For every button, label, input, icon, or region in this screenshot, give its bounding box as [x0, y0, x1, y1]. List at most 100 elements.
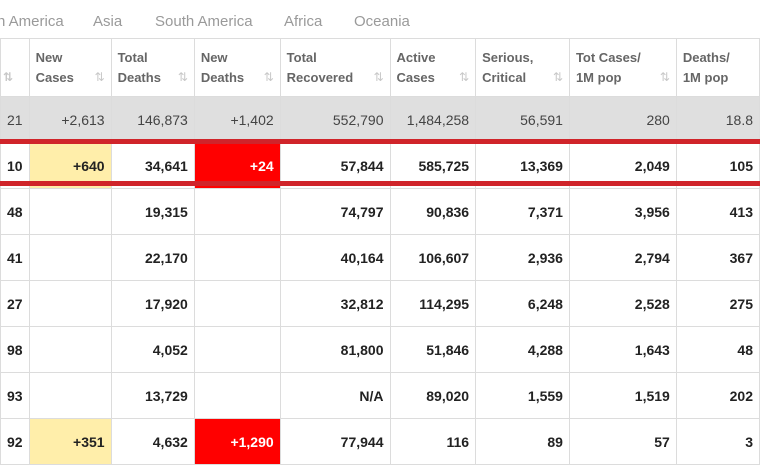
total-row: 21 +2,613 146,873 +1,402 552,790 1,484,2… [0, 96, 760, 143]
table-cell: 275 [675, 280, 760, 327]
table-cell: 89 [475, 418, 570, 465]
table-cell [193, 372, 281, 419]
table-cell: 552,790 [279, 96, 391, 143]
header-label: Total Recovered [286, 49, 354, 85]
table-cell [193, 234, 281, 281]
tab-africa[interactable]: Africa [284, 13, 323, 30]
table-cell: 81,800 [279, 326, 391, 373]
sort-icon[interactable]: ⇅ [263, 70, 274, 84]
table-cell [28, 188, 112, 235]
header-label: Tot Cases/ 1M pop [575, 49, 641, 85]
table-cell: 89,020 [389, 372, 477, 419]
table-cell: 18.8 [675, 96, 760, 143]
header-label: Total Deaths [117, 49, 161, 85]
header-label: New Cases [35, 49, 74, 85]
table-cell [193, 280, 281, 327]
table-cell: 114,295 [389, 280, 477, 327]
table-cell: 106,607 [389, 234, 477, 281]
sort-icon[interactable]: ⇅ [373, 70, 384, 84]
tab-asia[interactable]: Asia [93, 13, 123, 30]
table-cell: 3 [675, 418, 760, 465]
column-header-total-deaths[interactable]: Total Deaths ⇅ [110, 38, 195, 97]
table-row: 93 13,729 N/A 89,020 1,559 1,519 202 [0, 372, 760, 419]
header-label: Active Cases [396, 49, 436, 85]
table-cell: 21 [0, 96, 30, 143]
sort-icon[interactable]: ⇅ [94, 70, 105, 84]
table-cell: 27 [0, 280, 30, 327]
table-cell: 202 [675, 372, 760, 419]
table-cell: +1,290 [193, 418, 281, 465]
sort-icon[interactable]: ⇅ [552, 70, 563, 84]
table-header-row: ⇅ New Cases ⇅ Total Deaths ⇅ New Deaths ⇅ T… [0, 38, 760, 97]
table-cell: 19,315 [110, 188, 195, 235]
table-cell: 90,836 [389, 188, 477, 235]
table-cell: +2,613 [28, 96, 112, 143]
header-label: Deaths/ 1M pop [682, 49, 730, 85]
table-cell: 57 [568, 418, 677, 465]
column-header-total-recovered[interactable]: Total Recovered ⇅ [279, 38, 391, 97]
table-row: 27 17,920 32,812 114,295 6,248 2,528 275 [0, 280, 760, 327]
table-cell: 6,248 [475, 280, 570, 327]
column-header-partial[interactable]: ⇅ [0, 38, 30, 97]
table-cell: 48 [675, 326, 760, 373]
table-cell: 77,944 [279, 418, 391, 465]
sort-icon[interactable]: ⇅ [459, 70, 470, 84]
table-row: 98 4,052 81,800 51,846 4,288 1,643 48 [0, 326, 760, 373]
table-cell: 413 [675, 188, 760, 235]
table-cell [28, 234, 112, 281]
table-cell [28, 280, 112, 327]
column-header-new-deaths[interactable]: New Deaths ⇅ [193, 38, 281, 97]
header-label: Serious, Critical [482, 49, 534, 85]
column-header-tot-cases-per-1m[interactable]: Tot Cases/ 1M pop ⇅ [568, 38, 677, 97]
table-cell: 116 [389, 418, 477, 465]
table-row: 48 19,315 74,797 90,836 7,371 3,956 413 [0, 188, 760, 235]
table-row: 92 +351 4,632 +1,290 77,944 116 89 57 3 [0, 418, 760, 465]
table-cell: N/A [279, 372, 391, 419]
tab-south-america[interactable]: South America [155, 13, 253, 30]
table-cell: 4,052 [110, 326, 195, 373]
sort-icon[interactable]: ⇅ [659, 70, 670, 84]
table-cell: +351 [28, 418, 112, 465]
table-cell: 51,846 [389, 326, 477, 373]
sort-icon[interactable]: ⇅ [177, 70, 188, 84]
table-cell [193, 326, 281, 373]
table-cell: 2,936 [475, 234, 570, 281]
sort-icon[interactable]: ⇅ [3, 70, 14, 84]
column-header-serious-critical[interactable]: Serious, Critical ⇅ [475, 38, 570, 97]
table-cell: 4,288 [475, 326, 570, 373]
column-header-deaths-per-1m[interactable]: Deaths/ 1M pop [675, 38, 760, 97]
table-cell: 41 [0, 234, 30, 281]
table-cell: 74,797 [279, 188, 391, 235]
table-cell: 2,794 [568, 234, 677, 281]
table-cell: 146,873 [110, 96, 195, 143]
table-cell: 367 [675, 234, 760, 281]
table-cell [28, 372, 112, 419]
table-cell: 32,812 [279, 280, 391, 327]
column-header-active-cases[interactable]: Active Cases ⇅ [389, 38, 477, 97]
table-cell: 40,164 [279, 234, 391, 281]
highlight-line-top [0, 139, 760, 144]
table-cell: 7,371 [475, 188, 570, 235]
tab-north-america[interactable]: n America [0, 13, 64, 30]
table-cell: +1,402 [193, 96, 281, 143]
table-cell: 4,632 [110, 418, 195, 465]
table-cell: 92 [0, 418, 30, 465]
table-cell: 1,559 [475, 372, 570, 419]
table-cell: 93 [0, 372, 30, 419]
table-cell: 1,484,258 [389, 96, 477, 143]
table-cell: 22,170 [110, 234, 195, 281]
table-cell: 48 [0, 188, 30, 235]
table-cell: 1,643 [568, 326, 677, 373]
table-cell: 1,519 [568, 372, 677, 419]
table-cell: 280 [568, 96, 677, 143]
table-cell: 13,729 [110, 372, 195, 419]
table-cell: 2,528 [568, 280, 677, 327]
table-cell [193, 188, 281, 235]
column-header-new-cases[interactable]: New Cases ⇅ [28, 38, 112, 97]
table-cell: 3,956 [568, 188, 677, 235]
tab-oceania[interactable]: Oceania [354, 13, 410, 30]
header-label: New Deaths [200, 49, 245, 85]
table-cell [28, 326, 112, 373]
covid-stats-table: ⇅ New Cases ⇅ Total Deaths ⇅ New Deaths ⇅ T… [0, 38, 760, 465]
table-cell: 98 [0, 326, 30, 373]
